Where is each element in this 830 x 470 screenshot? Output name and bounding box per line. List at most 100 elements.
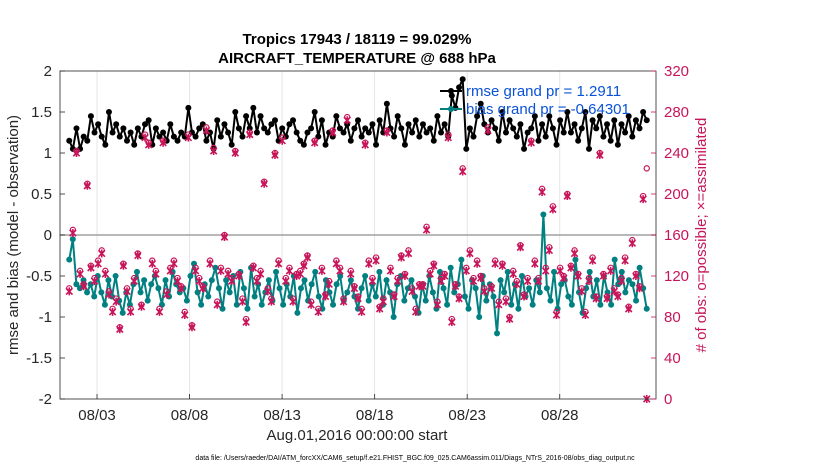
obs-assimilated-point (588, 256, 597, 265)
series-point-rmse (430, 137, 437, 144)
series-point-bias (618, 268, 625, 275)
series-point-bias (84, 289, 91, 296)
series-point-rmse (470, 133, 477, 140)
obs-assimilated-point (347, 269, 355, 278)
series-point-rmse (466, 125, 473, 132)
series-point-bias (518, 273, 525, 279)
obs-assimilated-point (383, 128, 391, 137)
series-point-rmse (239, 133, 246, 140)
series-point-rmse (358, 133, 365, 140)
series-point-rmse (318, 117, 325, 124)
series-point-bias (565, 293, 572, 300)
series-point-bias (558, 281, 565, 288)
series-point-bias (112, 273, 119, 279)
series-point-bias (141, 277, 148, 284)
series-point-rmse (116, 133, 123, 140)
series-point-bias (91, 293, 98, 300)
obs-assimilated-point (328, 128, 337, 137)
series-point-bias (226, 289, 233, 296)
chart-title: Tropics 17943 / 18119 = 99.029% (243, 31, 472, 48)
obs-assimilated-point (69, 228, 77, 237)
obs-assimilated-point (343, 116, 351, 125)
obs-assimilated-point (350, 284, 359, 293)
y-right-tick-label: 120 (664, 268, 689, 285)
series-point-rmse (589, 117, 596, 124)
obs-assimilated-point (87, 263, 95, 272)
obs-assimilated-point (296, 269, 305, 278)
obs-assimilated-point (137, 302, 146, 311)
series-point-rmse (271, 117, 278, 124)
series-point-bias (583, 285, 590, 292)
obs-assimilated-point (476, 274, 485, 283)
obs-assimilated-point (538, 187, 546, 196)
left-axis: 2 1.5 1 0.5 0 -0.5 -1 -1.5 -2 (26, 63, 65, 408)
series-point-rmse (109, 129, 116, 136)
series-point-rmse (113, 121, 120, 128)
obs-assimilated-point (108, 307, 117, 316)
series-point-bias (515, 305, 522, 312)
obs-assimilated-point (639, 195, 647, 204)
series-point-bias (244, 305, 251, 312)
obs-assimilated-point (105, 290, 113, 299)
series-point-bias (372, 293, 379, 300)
obs-assimilated-point (375, 304, 384, 313)
obs-assimilated-point (419, 282, 427, 291)
series-point-bias (490, 293, 497, 300)
series-point-rmse (481, 121, 488, 128)
series-point-rmse (600, 133, 607, 140)
y-left-tick-label: 0.5 (31, 186, 52, 203)
obs-assimilated-point (314, 307, 323, 316)
series-point-bias (287, 293, 294, 300)
legend-entry-bias: bias grand pr = -0.64301 (440, 101, 630, 118)
obs-assimilated-point (610, 287, 619, 296)
obs-assimilated-point (451, 282, 460, 291)
obs-assimilated-point (325, 280, 333, 289)
obs-assimilated-point (505, 315, 514, 324)
series-point-bias (494, 330, 501, 337)
series-point-rmse (593, 125, 600, 132)
obs-assimilated-point (249, 263, 258, 272)
series-point-bias (447, 264, 454, 271)
series-point-bias (198, 301, 205, 308)
series-point-rmse (84, 137, 91, 144)
series-point-bias (476, 314, 483, 320)
series-point-rmse (336, 125, 343, 132)
y-right-tick-label: 240 (664, 145, 689, 162)
y-axis-right-label: # of obs: o=possible; ×=assimilated (693, 118, 710, 353)
obs-assimilated-point (166, 266, 175, 275)
series-point-rmse (217, 133, 224, 140)
obs-assimilated-point (487, 284, 496, 293)
series-point-rmse (174, 137, 181, 144)
series-point-bias (280, 301, 287, 308)
obs-assimilated-point (202, 126, 211, 135)
series-point-rmse (614, 141, 621, 148)
series-point-bias (440, 285, 447, 292)
obs-assimilated-point (97, 249, 106, 258)
obs-assimilated-point (581, 310, 590, 319)
series-point-rmse (495, 137, 502, 144)
series-point-bias (508, 301, 515, 308)
series-point-rmse (506, 117, 513, 124)
series-point-bias (347, 277, 354, 284)
series-point-bias (458, 256, 465, 263)
series-point-rmse (640, 109, 647, 115)
series-point-rmse (355, 117, 361, 124)
series-point-bias (240, 285, 247, 292)
series-point-rmse (207, 129, 214, 136)
series-point-rmse (622, 129, 629, 136)
obs-assimilated-point (621, 256, 629, 265)
series-point-rmse (160, 129, 167, 136)
y-left-tick-label: -2 (39, 391, 52, 408)
series-point-rmse (441, 121, 448, 128)
series-point-bias (597, 301, 604, 308)
obs-assimilated-point (408, 287, 416, 296)
series-point-bias (162, 277, 169, 284)
series-point-rmse (300, 141, 307, 148)
obs-layer (65, 113, 651, 403)
series-point-bias (223, 277, 230, 284)
obs-assimilated-point (144, 140, 153, 149)
obs-assimilated-point (448, 318, 456, 327)
series-point-rmse (394, 113, 401, 120)
obs-assimilated-point (509, 269, 517, 278)
